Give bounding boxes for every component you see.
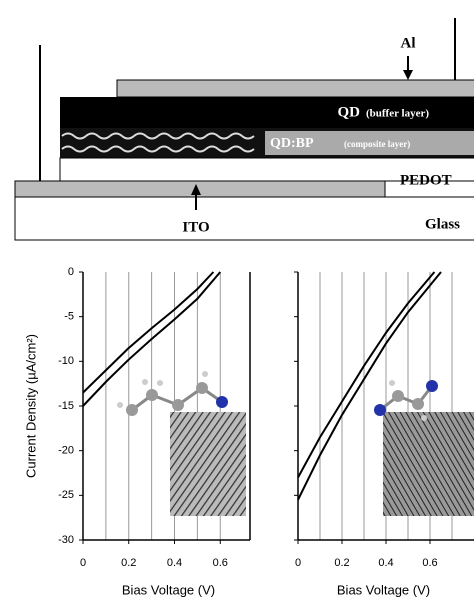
label: (composite layer) — [344, 139, 410, 149]
x-tick-label: 0.2 — [334, 557, 349, 569]
y-tick-label: -10 — [58, 355, 74, 367]
x-tick-label: 0.6 — [213, 557, 228, 569]
label: PEDOT — [400, 172, 452, 188]
y-tick-label: -5 — [64, 311, 74, 323]
y-tick-label: 0 — [68, 266, 74, 278]
label: QD — [338, 104, 361, 120]
y-tick-label: -20 — [58, 445, 74, 457]
label: Glass — [425, 216, 460, 232]
tem-image — [383, 412, 474, 516]
label: (buffer layer) — [366, 108, 429, 120]
x-tick-label: 0 — [295, 557, 301, 569]
y-tick-label: -15 — [58, 400, 74, 412]
label: Al — [401, 35, 416, 51]
label: ITO — [182, 219, 209, 235]
x-tick-label: 0.2 — [121, 557, 136, 569]
figure: Al QD (buffer layer) QD:BP (composite la… — [0, 0, 474, 601]
arrowhead — [403, 70, 413, 80]
y-axis-label: Current Density (µA/cm²) — [23, 334, 38, 478]
glass-layer — [15, 197, 474, 240]
data-line — [83, 272, 213, 393]
al-layer — [117, 80, 474, 97]
device-diagram: Al QD (buffer layer) QD:BP (composite la… — [15, 18, 474, 240]
x-tick-label: 0 — [80, 557, 86, 569]
insets — [117, 371, 474, 516]
y-tick-label: -30 — [58, 534, 74, 546]
x-axis-label: Bias Voltage (V) — [337, 582, 430, 597]
label: QD:BP — [270, 136, 314, 151]
tem-image — [170, 412, 246, 516]
x-axis-label: Bias Voltage (V) — [122, 582, 215, 597]
molecule — [117, 371, 228, 416]
x-tick-label: 0.4 — [378, 557, 393, 569]
y-tick-label: -25 — [58, 489, 74, 501]
x-tick-label: 0.4 — [167, 557, 182, 569]
page: {"diagram": {"al": "Al", "qd": "QD", "qd… — [0, 0, 474, 601]
x-tick-label: 0.6 — [422, 557, 437, 569]
